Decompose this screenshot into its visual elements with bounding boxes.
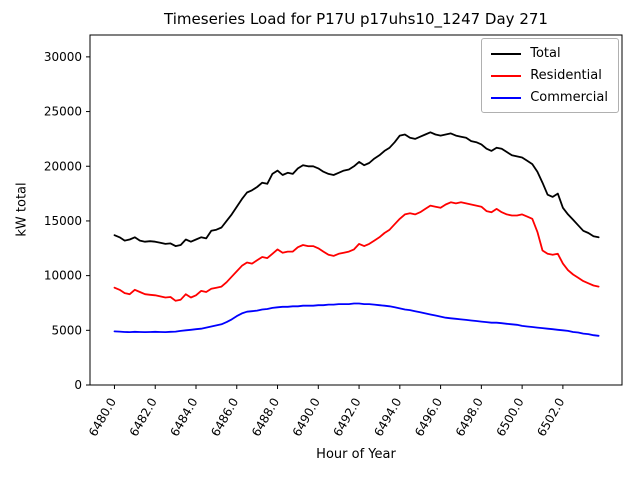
legend-swatch-residential [491, 74, 522, 77]
series-line-total [113, 131, 600, 248]
series-line-residential [113, 201, 600, 302]
y-tick-label: 10000 [44, 269, 82, 283]
y-tick-label: 15000 [44, 214, 82, 228]
legend-swatch-total [491, 52, 522, 55]
legend-label-total: Total [530, 46, 561, 61]
legend-item-residential: Residential [491, 68, 608, 83]
legend-label-commercial: Commercial [530, 90, 608, 105]
x-tick-label: 6500.0 [494, 396, 527, 439]
y-tick-label: 0 [74, 378, 82, 392]
y-tick-label: 20000 [44, 159, 82, 173]
legend-item-total: Total [491, 46, 608, 61]
chart-title: Timeseries Load for P17U p17uhs10_1247 D… [164, 10, 548, 28]
series-line-commercial [113, 302, 600, 337]
y-tick-label: 30000 [44, 50, 82, 64]
x-tick-label: 6496.0 [412, 396, 445, 439]
x-tick-label: 6482.0 [127, 396, 160, 439]
x-axis-label: Hour of Year [316, 447, 396, 462]
legend-item-commercial: Commercial [491, 90, 608, 105]
y-axis-label: kW total [14, 182, 30, 237]
legend: Total Residential Commercial [481, 38, 619, 113]
x-tick-label: 6486.0 [208, 396, 241, 439]
x-tick-label: 6494.0 [371, 396, 404, 439]
x-tick-label: 6480.0 [86, 396, 119, 439]
x-tick-label: 6502.0 [534, 396, 567, 439]
legend-swatch-commercial [491, 96, 522, 99]
legend-label-residential: Residential [530, 68, 602, 83]
y-tick-label: 25000 [44, 105, 82, 119]
y-tick-label: 5000 [51, 323, 82, 337]
x-tick-label: 6484.0 [167, 396, 200, 439]
x-tick-label: 6490.0 [290, 396, 323, 439]
x-tick-label: 6498.0 [453, 396, 486, 439]
x-tick-label: 6492.0 [331, 396, 364, 439]
x-tick-label: 6488.0 [249, 396, 282, 439]
axes-frame [89, 34, 623, 386]
